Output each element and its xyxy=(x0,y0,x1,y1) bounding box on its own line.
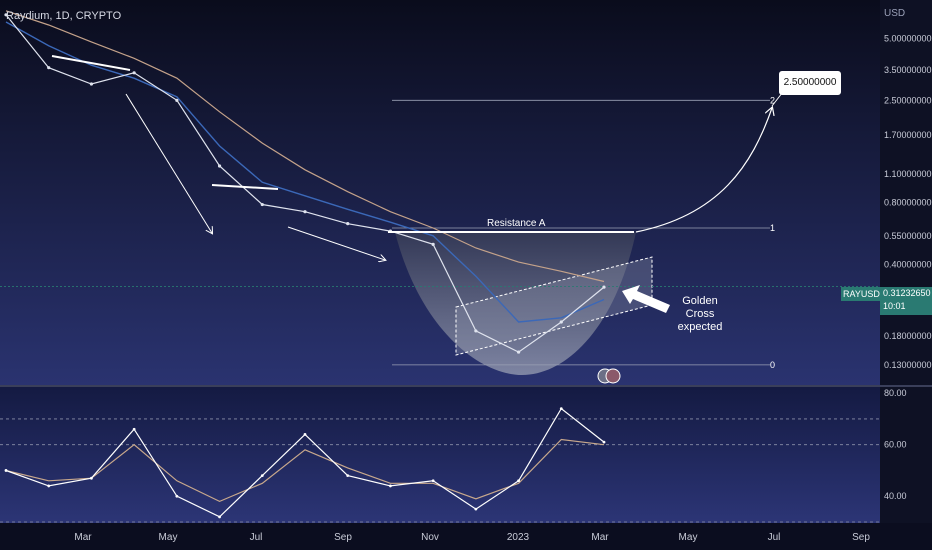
golden-cross-note: Golden Cross expected xyxy=(670,295,730,334)
rsi-point xyxy=(47,484,51,488)
price-tick-label: 1.10000000 xyxy=(884,169,932,179)
time-tick-label: Mar xyxy=(74,532,92,543)
fib-levels-group[interactable]: 0 1 2 xyxy=(0,95,880,370)
rsi-point xyxy=(559,407,563,411)
rsi-tick-label: 40.00 xyxy=(884,491,907,501)
price-tag-value-text: 0.31232650 xyxy=(883,288,931,298)
rsi-point xyxy=(346,474,350,478)
fib-level-label: 0 xyxy=(770,360,775,370)
cup-pattern-shape[interactable] xyxy=(395,232,636,375)
rsi-ma-line xyxy=(5,438,605,503)
golden-cross-arrow[interactable] xyxy=(622,285,670,313)
price-point xyxy=(474,329,478,333)
price-point xyxy=(303,210,307,214)
rsi-tick-label: 60.00 xyxy=(884,440,907,450)
fib-level-label: 2 xyxy=(770,95,775,105)
price-point xyxy=(132,71,136,75)
sma200-line xyxy=(5,10,605,283)
rsi-point xyxy=(303,432,307,436)
time-tick-label: May xyxy=(679,532,698,543)
projection-curve[interactable] xyxy=(635,108,772,233)
price-tick-label: 0.13000000 xyxy=(884,360,932,370)
price-tick-label: 0.80000000 xyxy=(884,197,932,207)
price-point xyxy=(4,13,8,17)
time-tick-label: Mar xyxy=(591,532,609,543)
time-tick-label: 2023 xyxy=(507,532,530,543)
symbol-title: Raydium, 1D, CRYPTO xyxy=(6,10,122,22)
time-axis-bg xyxy=(0,523,932,550)
rsi-point xyxy=(175,494,179,498)
note-line-3: expected xyxy=(677,321,723,333)
rsi-axis-ticks: 40.00 60.00 80.00 xyxy=(0,388,907,523)
price-point xyxy=(431,242,435,246)
price-tick-label: 3.50000000 xyxy=(884,65,932,75)
time-axis-ticks: Mar May Jul Sep Nov 2023 Mar May Jul Sep xyxy=(74,532,870,543)
time-tick-label: Nov xyxy=(421,532,439,543)
rsi-point xyxy=(602,440,606,444)
trendline-top-1[interactable] xyxy=(51,55,131,71)
event-badges[interactable] xyxy=(597,368,621,384)
rsi-pane-bg xyxy=(0,387,932,523)
price-point xyxy=(602,285,606,289)
price-point xyxy=(559,320,563,324)
price-tick-label: 0.40000000 xyxy=(884,259,932,269)
rsi-axis-bg xyxy=(880,387,932,523)
price-tag-symbol[interactable]: RAYUSD xyxy=(841,287,882,301)
arrow-down-2[interactable] xyxy=(287,226,385,260)
rsi-point xyxy=(431,479,435,483)
price-tag-symbol-text: RAYUSD xyxy=(843,289,880,299)
target-callout[interactable]: 2.50000000 xyxy=(779,71,841,95)
price-series-group xyxy=(4,10,606,354)
price-tick-label: 5.00000000 xyxy=(884,33,932,43)
time-tick-label: Jul xyxy=(768,532,781,543)
fib-level-label: 1 xyxy=(770,223,775,233)
time-tick-label: Jul xyxy=(250,532,263,543)
time-tick-label: Sep xyxy=(334,532,352,543)
rsi-point xyxy=(132,427,136,431)
price-point xyxy=(47,66,51,70)
rsi-point xyxy=(517,479,520,483)
price-point xyxy=(346,222,350,226)
price-tick-label: 2.50000000 xyxy=(884,95,932,105)
rsi-series-group xyxy=(4,407,606,519)
rsi-point xyxy=(218,515,221,519)
rsi-point xyxy=(90,476,93,480)
note-line-2: Cross xyxy=(685,308,715,320)
rsi-point xyxy=(389,484,392,488)
price-point xyxy=(217,164,222,168)
resistance-label: Resistance A xyxy=(487,218,546,229)
time-tick-label: Sep xyxy=(852,532,870,543)
price-tag-value[interactable]: 0.31232650 10:01 xyxy=(880,287,932,315)
note-line-1: Golden xyxy=(682,295,718,307)
price-tick-label: 0.18000000 xyxy=(884,331,932,341)
sma50-line xyxy=(5,21,605,323)
price-tick-label: 0.55000000 xyxy=(884,231,932,241)
price-point xyxy=(260,202,264,207)
price-axis-bg xyxy=(880,0,932,385)
price-tag-countdown: 10:01 xyxy=(883,301,906,311)
time-tick-label: May xyxy=(159,532,178,543)
trendline-top-2[interactable] xyxy=(211,184,279,190)
rsi-tick-label: 80.00 xyxy=(884,388,907,398)
rsi-point xyxy=(260,474,264,478)
price-point xyxy=(89,82,94,86)
currency-label: USD xyxy=(884,8,906,19)
price-point xyxy=(516,350,521,354)
price-point xyxy=(175,98,179,102)
arrow-down-1[interactable] xyxy=(125,93,212,233)
rsi-point xyxy=(474,507,478,511)
target-callout-text: 2.50000000 xyxy=(783,77,837,88)
rsi-point xyxy=(4,469,8,472)
price-tick-label: 1.70000000 xyxy=(884,130,932,140)
